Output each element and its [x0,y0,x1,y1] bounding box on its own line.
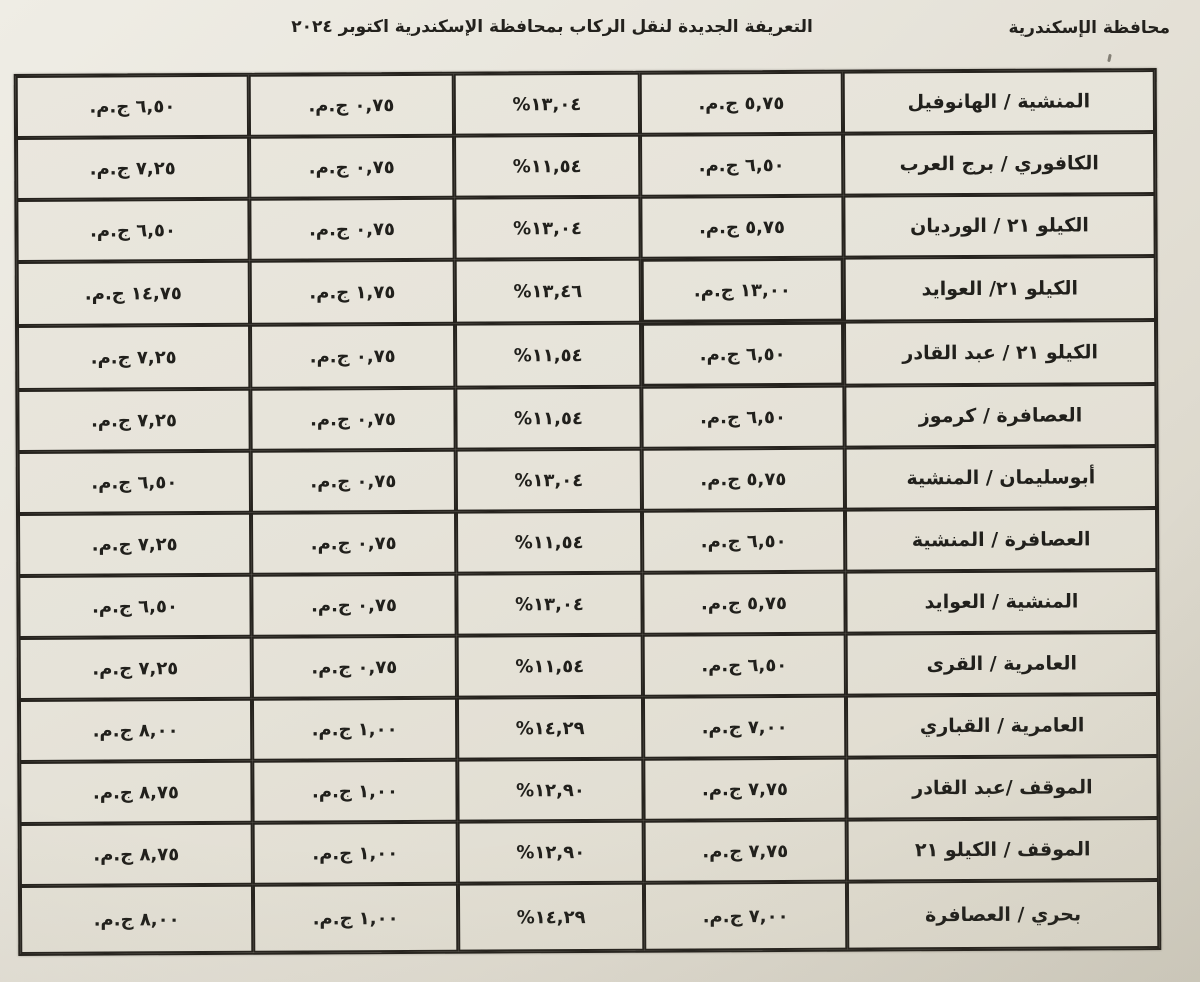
old-fare-cell: ٥,٧٥ ج.م. [640,195,844,259]
fare-table-body: المنشية / الهانوفيل ٥,٧٥ ج.م. ١٣,٠٤% ٠,٧… [15,70,1160,954]
old-fare-cell: ٧,٠٠ ج.م. [642,695,847,759]
new-fare-cell: ٨,٠٠ ج.م. [18,698,253,762]
old-fare-cell: ٥,٧٥ ج.م. [639,71,844,135]
route-cell: العصافرة / كرموز [844,384,1157,448]
route-cell: العصافرة / المنشية [844,508,1158,572]
percent-increase-cell: ١٤,٢٩% [456,696,644,760]
percent-increase-cell: ١٣,٠٤% [453,72,641,136]
old-fare-cell: ٥,٧٥ ج.م. [642,571,846,635]
old-fare-cell: ٦,٥٠ ج.م. [641,321,845,387]
route-cell: العامرية / القرى [845,632,1158,696]
increase-amount-cell: ١,٠٠ ج.م. [251,697,458,761]
route-cell: المنشية / العوايد [845,570,1158,634]
route-cell: المنشية / الهانوفيل [842,70,1156,134]
fare-table-row: المنشية / العوايد ٥,٧٥ ج.م. ١٣,٠٤% ٠,٧٥ … [18,570,1158,638]
new-fare-cell: ٧,٢٥ ج.م. [18,512,252,576]
route-cell: الموقف / الكيلو ٢١ [846,818,1159,882]
new-fare-cell: ٨,٧٥ ج.م. [19,760,253,824]
percent-increase-cell: ١٣,٠٤% [454,196,641,260]
new-fare-cell: ٦,٥٠ ج.م. [18,574,252,638]
percent-increase-cell: ١١,٥٤% [455,386,642,450]
route-cell: الكافوري / برج العرب [843,132,1156,196]
fare-table-row: الموقف /عبد القادر ٧,٧٥ ج.م. ١٢,٩٠% ١,٠٠… [19,756,1159,824]
route-cell: الكيلو ٢١/ العوايد [843,256,1157,322]
increase-amount-cell: ٠,٧٥ ج.م. [250,449,456,513]
old-fare-cell: ٦,٥٠ ج.م. [640,133,844,197]
document-header: محافظة الإسكندرية التعريفة الجديدة لنقل … [0,0,1200,60]
new-fare-cell: ٨,٧٥ ج.م. [19,822,253,886]
percent-increase-cell: ١٣,٠٤% [455,448,642,512]
document-title: التعريفة الجديدة لنقل الركاب بمحافظة الإ… [291,17,813,37]
percent-increase-cell: ١٤,٢٩% [457,882,645,952]
old-fare-cell: ٦,٥٠ ج.م. [642,633,846,697]
percent-increase-cell: ١١,٥٤% [455,322,642,388]
new-fare-cell: ٧,٢٥ ج.م. [17,388,251,452]
percent-increase-cell: ١١,٥٤% [455,510,643,574]
old-fare-cell: ٧,٧٥ ج.م. [643,819,847,883]
fare-table: المنشية / الهانوفيل ٥,٧٥ ج.م. ١٣,٠٤% ٠,٧… [13,68,1162,956]
increase-amount-cell: ٠,٧٥ ج.م. [250,511,457,575]
route-cell: الكيلو ٢١ / عبد القادر [844,320,1157,386]
increase-amount-cell: ٠,٧٥ ج.م. [251,635,457,699]
increase-amount-cell: ١,٠٠ ج.م. [252,821,458,885]
percent-increase-cell: ١٣,٤٦% [454,258,642,324]
new-fare-cell: ١٤,٧٥ ج.م. [16,260,251,326]
fare-table-row: أبوسليمان / المنشية ٥,٧٥ ج.م. ١٣,٠٤% ٠,٧… [17,446,1157,514]
increase-amount-cell: ٠,٧٥ ج.م. [249,135,455,199]
fare-table-row: العصافرة / المنشية ٦,٥٠ ج.م. ١١,٥٤% ٠,٧٥… [18,508,1158,576]
route-cell: الكيلو ٢١ / الورديان [843,194,1156,258]
new-fare-cell: ٦,٥٠ ج.م. [15,74,250,138]
fare-table-row: المنشية / الهانوفيل ٥,٧٥ ج.م. ١٣,٠٤% ٠,٧… [15,70,1156,138]
old-fare-cell: ٧,٠٠ ج.م. [643,881,848,951]
percent-increase-cell: ١١,٥٤% [454,134,641,198]
fare-table-row: الكيلو ٢١/ العوايد ١٣,٠٠ ج.م. ١٣,٤٦% ١,٧… [16,256,1157,326]
percent-increase-cell: ١١,٥٤% [456,634,643,698]
increase-amount-cell: ١,٠٠ ج.م. [252,883,459,953]
percent-increase-cell: ١٢,٩٠% [457,758,644,822]
governorate-label: محافظة الإسكندرية [1008,18,1170,38]
increase-amount-cell: ١,٠٠ ج.م. [252,759,458,823]
fare-table-row: العامرية / القباري ٧,٠٠ ج.م. ١٤,٢٩% ١,٠٠… [18,694,1159,762]
increase-amount-cell: ٠,٧٥ ج.م. [250,387,456,451]
route-cell: العامرية / القباري [845,694,1159,758]
fare-table-row: العامرية / القرى ٦,٥٠ ج.م. ١١,٥٤% ٠,٧٥ ج… [18,632,1158,700]
percent-increase-cell: ١٢,٩٠% [457,820,644,884]
fare-table-row: بحري / العصافرة ٧,٠٠ ج.م. ١٤,٢٩% ١,٠٠ ج.… [19,880,1160,954]
fare-table-row: العصافرة / كرموز ٦,٥٠ ج.م. ١١,٥٤% ٠,٧٥ ج… [17,384,1157,452]
fare-table-row: الكيلو ٢١ / الورديان ٥,٧٥ ج.م. ١٣,٠٤% ٠,… [16,194,1156,262]
new-fare-cell: ٨,٠٠ ج.م. [19,884,254,954]
increase-amount-cell: ٠,٧٥ ج.م. [251,573,457,637]
old-fare-cell: ٦,٥٠ ج.م. [641,385,845,449]
new-fare-cell: ٧,٢٥ ج.م. [16,136,250,200]
new-fare-cell: ٧,٢٥ ج.م. [18,636,252,700]
old-fare-cell: ١٣,٠٠ ج.م. [640,257,845,323]
increase-amount-cell: ٠,٧٥ ج.م. [250,323,456,389]
route-cell: أبوسليمان / المنشية [844,446,1157,510]
old-fare-cell: ٦,٥٠ ج.م. [641,509,846,573]
route-cell: بحري / العصافرة [846,880,1160,950]
old-fare-cell: ٥,٧٥ ج.م. [641,447,845,511]
increase-amount-cell: ٠,٧٥ ج.م. [248,73,455,137]
new-fare-cell: ٧,٢٥ ج.م. [17,324,251,390]
old-fare-cell: ٧,٧٥ ج.م. [643,757,847,821]
increase-amount-cell: ٠,٧٥ ج.م. [249,197,455,261]
increase-amount-cell: ١,٧٥ ج.م. [249,259,456,325]
percent-increase-cell: ١٣,٠٤% [456,572,643,636]
route-cell: الموقف /عبد القادر [846,756,1159,820]
new-fare-cell: ٦,٥٠ ج.م. [16,198,250,262]
new-fare-cell: ٦,٥٠ ج.م. [17,450,251,514]
fare-table-row: الموقف / الكيلو ٢١ ٧,٧٥ ج.م. ١٢,٩٠% ١,٠٠… [19,818,1159,886]
fare-table-row: الكافوري / برج العرب ٦,٥٠ ج.م. ١١,٥٤% ٠,… [16,132,1156,200]
fare-table-row: الكيلو ٢١ / عبد القادر ٦,٥٠ ج.م. ١١,٥٤% … [17,320,1157,390]
